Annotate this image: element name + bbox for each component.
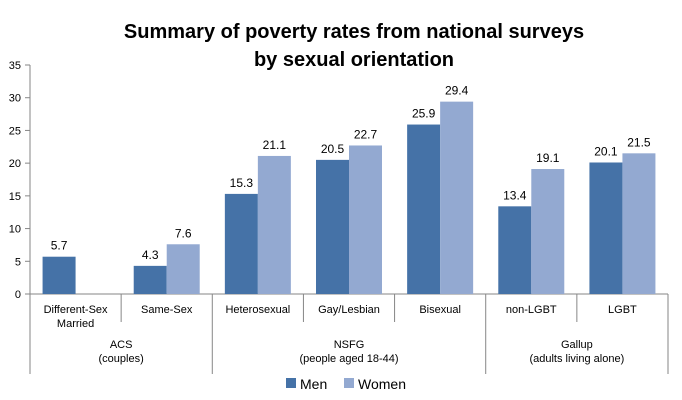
bar-women [257, 155, 291, 294]
group-label: NSFG [334, 339, 365, 351]
data-label: 25.9 [412, 107, 436, 121]
bar-men [589, 162, 623, 294]
group-label: (couples) [99, 353, 144, 365]
legend-swatch-women [344, 378, 354, 388]
data-label: 7.6 [175, 226, 192, 240]
legend-label-men: Men [300, 376, 327, 392]
group-label: (people aged 18-44) [299, 353, 398, 365]
data-label: 13.4 [503, 188, 527, 202]
chart-title-line-2: by sexual orientation [254, 49, 454, 71]
data-label: 15.3 [230, 176, 254, 190]
bar-men [316, 159, 349, 294]
category-label: Gay/Lesbian [318, 304, 380, 316]
plot-area: 0 5 10 15 20 25 30 35 5.7 Different-Sex Married 4.3… [9, 60, 669, 392]
data-label: 29.4 [445, 84, 469, 98]
y-tick-label: 25 [9, 125, 21, 137]
bar-women [622, 153, 656, 294]
bar-men [407, 124, 441, 294]
category-label: Married [57, 318, 94, 330]
bar-men [42, 256, 76, 294]
y-tick-label: 5 [15, 256, 21, 268]
bar-women [349, 145, 382, 294]
category-label: Same-Sex [141, 304, 193, 316]
bar-men [224, 193, 258, 294]
data-label: 5.7 [51, 239, 68, 253]
y-tick-label: 10 [9, 224, 21, 236]
legend-label-women: Women [358, 376, 406, 392]
category-label: LGBT [608, 304, 637, 316]
y-tick-label: 20 [9, 158, 21, 170]
legend-swatch-men [286, 378, 296, 388]
data-label: 22.7 [354, 127, 378, 141]
bar-women [531, 169, 565, 294]
bar-men [133, 265, 167, 294]
data-label: 19.1 [536, 151, 560, 165]
bar-men [498, 206, 532, 294]
y-tick-label: 35 [9, 60, 21, 72]
category-label: Bisexual [419, 304, 461, 316]
chart-title-line-1: Summary of poverty rates from national s… [124, 21, 584, 43]
data-label: 4.3 [142, 248, 159, 262]
group-label: Gallup [561, 339, 593, 351]
y-tick-label: 0 [15, 289, 21, 301]
category-label: non-LGBT [506, 304, 557, 316]
category-label: Different-Sex [44, 304, 108, 316]
bar-women [166, 244, 200, 294]
data-label: 20.5 [321, 142, 345, 156]
data-label: 20.1 [594, 144, 618, 158]
data-label: 21.1 [263, 138, 287, 152]
bar-women [440, 101, 474, 294]
category-label: Heterosexual [225, 304, 290, 316]
group-label: ACS [110, 339, 133, 351]
data-label: 21.5 [627, 135, 651, 149]
y-tick-label: 30 [9, 93, 21, 105]
group-label: (adults living alone) [529, 353, 624, 365]
y-tick-label: 15 [9, 191, 21, 203]
